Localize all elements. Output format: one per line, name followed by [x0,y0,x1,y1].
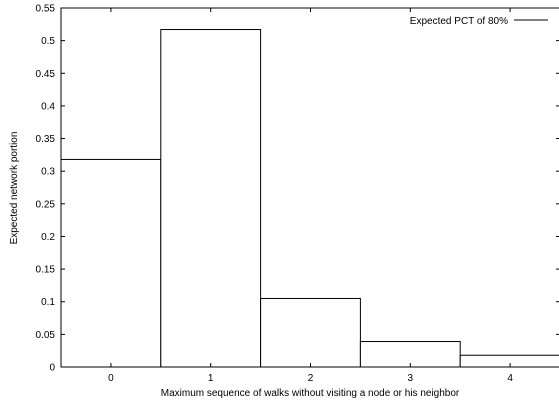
y-axis-label: Expected network portion [9,132,20,245]
x-axis-ticks: 0 1 2 3 4 [108,8,513,384]
y-tick-label: 0.2 [41,232,55,243]
y-axis-ticks: 0 0.05 0.1 0.15 0.2 0.25 0.3 0.35 0.4 0.45 0.5 0.55 [36,4,559,374]
y-tick-label: 0.4 [41,101,55,112]
bars-layer [60,29,559,368]
y-tick-label: 0.1 [41,297,55,308]
y-tick-label: 0.55 [36,4,56,15]
x-tick-label: 0 [108,373,114,384]
y-tick-label: 0 [49,363,55,374]
y-tick-label: 0.3 [41,167,55,178]
x-axis-label: Maximum sequence of walks without visiti… [161,388,460,399]
legend: Expected PCT of 80% [410,16,548,27]
bar-1 [160,29,262,368]
y-tick-label: 0.45 [36,69,56,80]
bar-2 [260,297,361,368]
x-tick-label: 4 [507,373,513,384]
legend-label: Expected PCT of 80% [410,16,508,27]
y-tick-label: 0.25 [36,199,56,210]
x-tick-label: 3 [408,373,414,384]
x-tick-label: 1 [208,373,214,384]
y-tick-label: 0.35 [36,134,56,145]
y-tick-label: 0.15 [36,265,56,276]
x-tick-label: 2 [308,373,314,384]
bar-0 [60,158,162,368]
y-tick-label: 0.5 [41,36,55,47]
y-tick-label: 0.05 [36,330,56,341]
